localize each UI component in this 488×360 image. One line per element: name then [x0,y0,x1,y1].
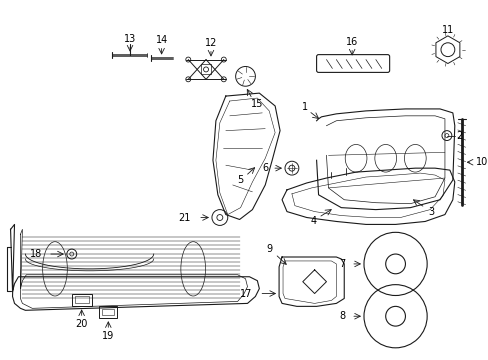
Text: 6: 6 [262,163,268,173]
Text: 7: 7 [338,259,345,269]
Text: 17: 17 [240,288,252,298]
Text: 13: 13 [123,34,136,44]
Text: 2: 2 [456,131,462,140]
Text: 9: 9 [265,244,272,254]
Circle shape [203,67,208,72]
Text: 4: 4 [310,216,316,226]
Text: 14: 14 [155,35,167,45]
Text: 11: 11 [441,25,453,35]
Bar [102,309,114,315]
Text: 8: 8 [338,311,345,321]
Text: 5: 5 [237,175,243,185]
Circle shape [185,57,190,62]
Text: 21: 21 [178,212,190,222]
Bar [75,297,88,303]
Circle shape [221,57,226,62]
Text: 19: 19 [102,331,114,341]
Circle shape [185,77,190,82]
Bar [201,64,210,75]
Text: 3: 3 [427,207,433,217]
Text: 16: 16 [346,37,358,47]
Bar [72,293,91,306]
Text: 10: 10 [474,157,487,167]
Bar [99,306,117,318]
Text: 20: 20 [75,319,88,329]
Text: 12: 12 [204,38,217,48]
Text: 18: 18 [30,249,42,259]
Circle shape [221,77,226,82]
Text: 1: 1 [301,102,307,112]
Text: 15: 15 [251,99,263,109]
FancyBboxPatch shape [316,55,389,72]
